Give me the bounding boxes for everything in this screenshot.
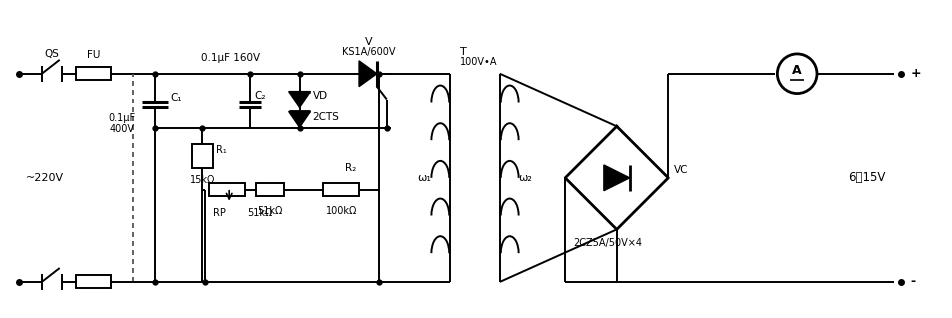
Bar xyxy=(256,183,284,196)
Text: 0.1μF 160V: 0.1μF 160V xyxy=(201,53,260,63)
Text: 100kΩ: 100kΩ xyxy=(326,205,356,216)
Text: 51kΩ: 51kΩ xyxy=(257,205,282,216)
Bar xyxy=(191,144,213,168)
Bar xyxy=(323,183,359,196)
Text: R₁: R₁ xyxy=(216,145,227,155)
Polygon shape xyxy=(359,61,376,86)
Text: KS1A/600V: KS1A/600V xyxy=(342,47,395,57)
Polygon shape xyxy=(288,92,310,107)
Text: ~220V: ~220V xyxy=(26,173,64,183)
Text: RP: RP xyxy=(212,208,226,218)
Text: R₂: R₂ xyxy=(345,163,356,173)
Text: A: A xyxy=(791,64,802,77)
Text: ω₁: ω₁ xyxy=(417,173,431,183)
Text: ω₂: ω₂ xyxy=(518,173,532,183)
Text: VD: VD xyxy=(312,91,327,100)
Text: 2CZ5A/50V×4: 2CZ5A/50V×4 xyxy=(572,238,642,248)
Text: FU: FU xyxy=(87,50,100,60)
Text: C₂: C₂ xyxy=(253,91,266,100)
Text: 0.1μF
400V: 0.1μF 400V xyxy=(108,113,135,134)
Text: 15kΩ: 15kΩ xyxy=(189,175,215,185)
Polygon shape xyxy=(288,111,310,127)
Text: 2CTS: 2CTS xyxy=(312,112,339,122)
Bar xyxy=(75,275,111,288)
Text: +: + xyxy=(909,67,920,80)
Text: C₁: C₁ xyxy=(170,93,182,102)
Text: 51kΩ: 51kΩ xyxy=(247,208,272,218)
Text: 6～15V: 6～15V xyxy=(847,171,884,184)
Text: VC: VC xyxy=(674,165,688,175)
Bar xyxy=(209,183,245,196)
Bar xyxy=(75,67,111,80)
Text: 100V•A: 100V•A xyxy=(460,57,497,67)
Polygon shape xyxy=(604,165,629,191)
Text: QS: QS xyxy=(44,49,59,59)
Text: V: V xyxy=(365,37,372,47)
Text: T: T xyxy=(460,47,466,57)
Text: -: - xyxy=(909,275,914,288)
